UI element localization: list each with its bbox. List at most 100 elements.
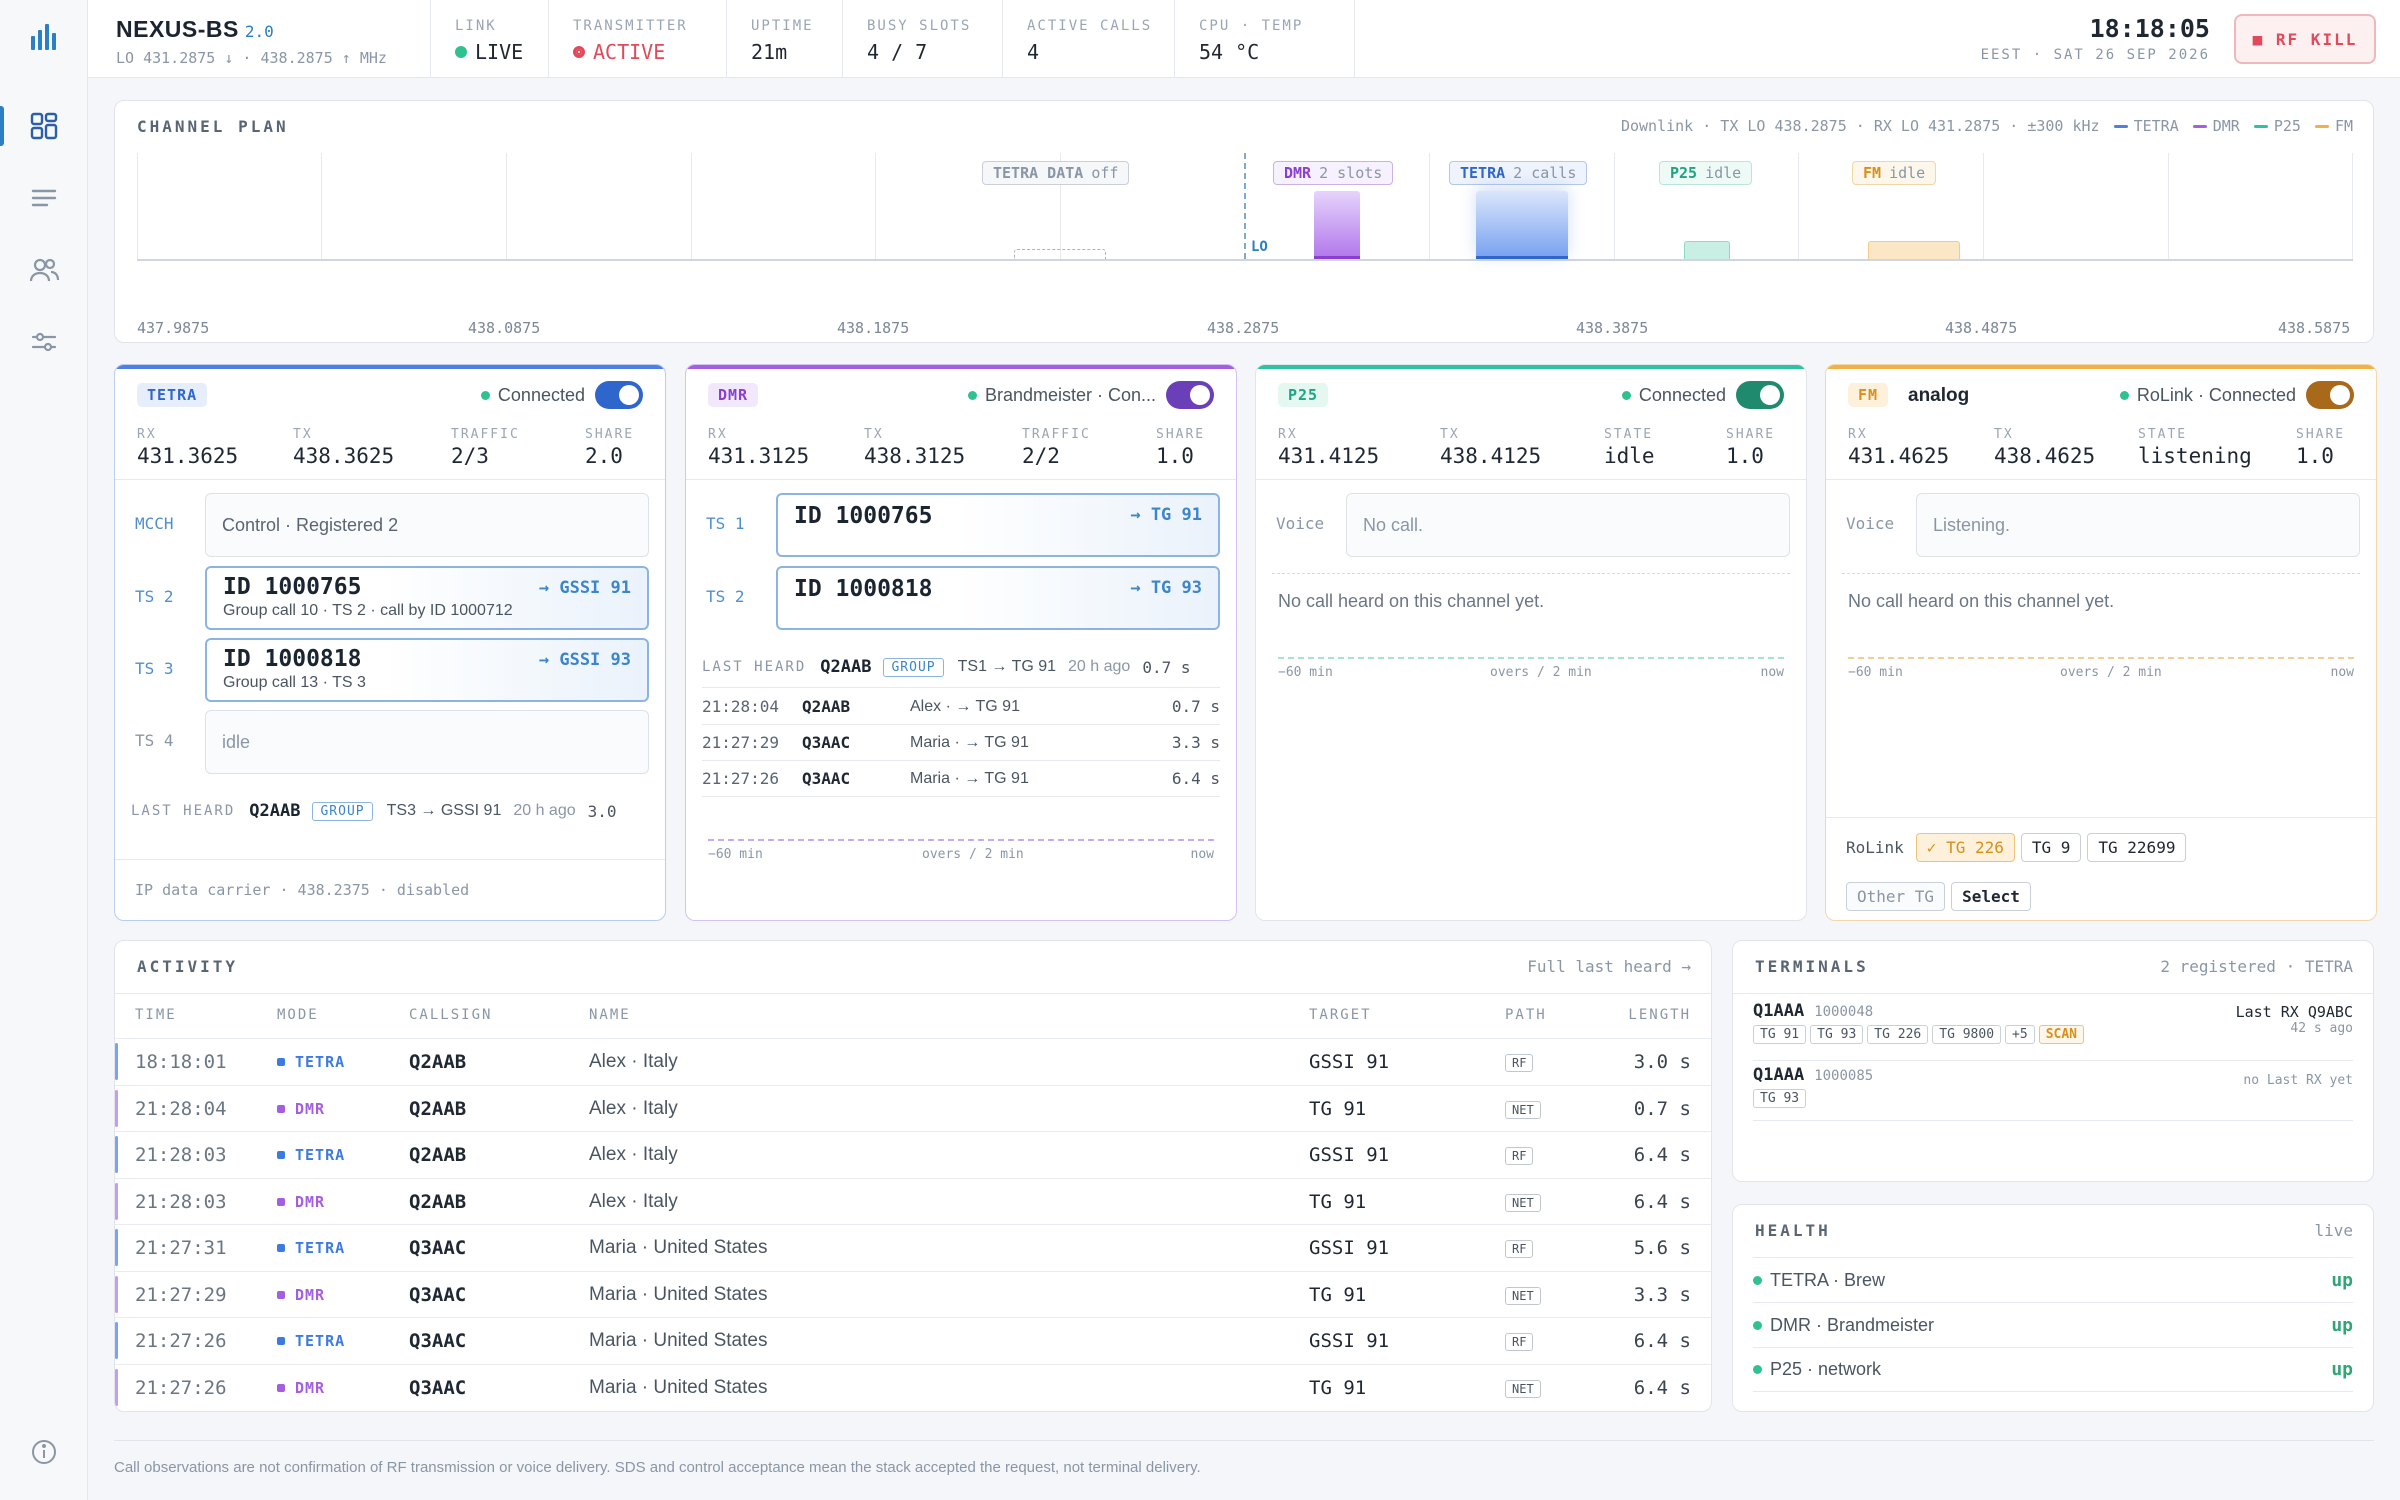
row-name: Maria · United States — [589, 1237, 768, 1258]
slot-label: TS 2 — [706, 587, 745, 606]
history-row[interactable]: 21:28:04 Q2AAB Alex · → TG 91 0.7 s — [702, 689, 1220, 725]
more-talkgroups-tag[interactable]: +5 — [2005, 1025, 2035, 1044]
terminal-row[interactable]: Q1AAA 1000048 Last RX Q9ABC 42 s ago TG 91… — [1753, 1001, 2353, 1061]
row-time: 18:18:01 — [135, 1051, 227, 1073]
kv-share: SHARE 1.0 — [2296, 427, 2345, 468]
call-target: → GSSI 93 — [538, 650, 631, 670]
column-header-time[interactable]: TIME — [135, 1007, 177, 1023]
talkgroup-chip[interactable]: TG 22699 — [2087, 833, 2187, 862]
column-header-path[interactable]: PATH — [1505, 1007, 1547, 1023]
history-row[interactable]: 21:27:29 Q3AAC Maria · → TG 91 3.3 s — [702, 725, 1220, 761]
talkgroup-chip-active[interactable]: ✓ TG 226 — [1915, 833, 2015, 862]
row-length: 3.3 s — [1633, 1283, 1691, 1306]
kv-traffic: TRAFFIC 2/2 — [1022, 427, 1091, 468]
dashboard-icon[interactable] — [28, 110, 60, 142]
row-target: GSSI 91 — [1309, 1237, 1390, 1259]
mode-accent — [1826, 365, 2376, 369]
connection-label: RoLink · Connected — [2136, 385, 2296, 405]
other-tg-input[interactable]: Other TG — [1846, 882, 1946, 911]
rf-kill-button[interactable]: ■ RF KILL — [2234, 14, 2376, 64]
channel-tag-tetra-data[interactable]: TETRA DATA off — [982, 161, 1130, 185]
channel-tag-mode: DMR — [1284, 164, 1312, 182]
connection-label: Connected — [1638, 385, 1726, 405]
call-id: ID 1000818 — [794, 576, 933, 602]
p25-enable-toggle[interactable] — [1736, 381, 1784, 409]
kv-value: 438.3625 — [293, 444, 395, 468]
activity-row[interactable]: 21:28:03 DMR Q2AAB Alex · Italy TG 91 NET 6.4 … — [115, 1177, 1711, 1224]
fm-enable-toggle[interactable] — [2306, 381, 2354, 409]
channel-tag-p25[interactable]: P25 idle — [1659, 161, 1753, 185]
bar-chart-logo-icon[interactable] — [26, 20, 62, 56]
row-callsign[interactable]: Q3AAC — [409, 1376, 467, 1399]
activity-row[interactable]: 21:27:26 TETRA Q3AAC Maria · United States G… — [115, 1317, 1711, 1363]
row-callsign[interactable]: Q3AAC — [409, 1330, 467, 1352]
select-button[interactable]: Select — [1951, 882, 2031, 911]
row-callsign[interactable]: Q3AAC — [409, 1237, 467, 1259]
talkgroup-chip[interactable]: TG 9 — [2020, 833, 2082, 862]
row-callsign[interactable]: Q2AAB — [409, 1097, 467, 1120]
tetra-enable-toggle[interactable] — [595, 381, 643, 409]
row-callsign[interactable]: Q3AAC — [409, 1283, 467, 1306]
stat-label: BUSY SLOTS — [867, 18, 972, 34]
history-row[interactable]: 21:27:26 Q3AAC Maria · → TG 91 6.4 s — [702, 761, 1220, 797]
column-header-name[interactable]: NAME — [589, 1007, 631, 1023]
column-header-callsign[interactable]: CALLSIGN — [409, 1007, 493, 1023]
lo-marker-label: LO — [1251, 239, 1268, 255]
sparkline-axis-mid: overs / 2 min — [922, 847, 1024, 862]
stat-active-calls: ACTIVE CALLS 4 — [1002, 0, 1174, 78]
activity-row[interactable]: 18:18:01 TETRA Q2AAB Alex · Italy GSSI 91 RF 3… — [115, 1038, 1711, 1084]
group-badge: GROUP — [312, 801, 373, 821]
ts2-call-box[interactable]: ID 1000765 → GSSI 91 Group call 10 · TS … — [205, 566, 649, 630]
sidebar — [0, 0, 88, 1500]
last-heard-callsign[interactable]: Q2AAB — [820, 657, 872, 677]
users-icon[interactable] — [28, 254, 60, 286]
row-path-badge: RF — [1505, 1054, 1534, 1072]
sliders-icon[interactable] — [28, 326, 60, 358]
mode-badge: TETRA — [137, 383, 208, 407]
ts1-call-box[interactable]: ID 1000765 → TG 91 — [776, 493, 1220, 557]
clock-date: EEST · SAT 26 SEP 2026 — [1980, 47, 2210, 63]
health-card: HEALTH live TETRA · Brew up DMR · Brandme… — [1732, 1204, 2374, 1412]
mode-square-icon — [277, 1151, 285, 1159]
channel-tag-dmr[interactable]: DMR 2 slots — [1273, 161, 1394, 185]
channel-tag-tetra[interactable]: TETRA 2 calls — [1449, 161, 1588, 185]
call-target: → TG 91 — [1130, 505, 1202, 525]
activity-row[interactable]: 21:27:29 DMR Q3AAC Maria · United States TG … — [115, 1270, 1711, 1317]
row-callsign[interactable]: Q2AAB — [409, 1144, 467, 1166]
column-header-length[interactable]: LENGTH — [1628, 1007, 1691, 1023]
legend-tetra: TETRA — [2113, 117, 2179, 135]
list-icon[interactable] — [28, 182, 60, 214]
activity-row[interactable]: 21:28:04 DMR Q2AAB Alex · Italy TG 91 NET 0.7 … — [115, 1084, 1711, 1131]
row-length: 6.4 s — [1633, 1144, 1691, 1166]
mode-badge: FM — [1848, 383, 1889, 407]
terminal-row[interactable]: Q1AAA 1000085 no Last RX yet TG 93 — [1753, 1065, 2353, 1121]
column-header-target[interactable]: TARGET — [1309, 1007, 1372, 1023]
info-icon[interactable] — [28, 1436, 60, 1468]
dmr-enable-toggle[interactable] — [1166, 381, 1214, 409]
mode-indicator-bar — [115, 1089, 118, 1127]
connection-status: Brandmeister · Con... — [967, 385, 1156, 406]
row-length: 0.7 s — [1633, 1097, 1691, 1120]
column-header-mode[interactable]: MODE — [277, 1007, 319, 1023]
call-target: → TG 93 — [1130, 578, 1202, 598]
row-callsign[interactable]: Q2AAB — [409, 1051, 467, 1073]
channel-plan-meta: Downlink · TX LO 438.2875 · RX LO 431.28… — [1621, 117, 2353, 135]
legend-label: P25 — [2273, 117, 2301, 135]
full-last-heard-link[interactable]: Full last heard → — [1527, 957, 1691, 976]
freq-tick: 438.5875 — [2278, 319, 2351, 337]
row-callsign[interactable]: Q2AAB — [409, 1190, 467, 1213]
channel-tag-fm[interactable]: FM idle — [1852, 161, 1937, 185]
grid-line — [1798, 153, 1799, 259]
activity-row[interactable]: 21:27:26 DMR Q3AAC Maria · United States TG … — [115, 1363, 1711, 1410]
last-heard-duration: 3.0 — [587, 801, 617, 821]
ts2-call-box[interactable]: ID 1000818 → TG 93 — [776, 566, 1220, 630]
status-dot — [967, 391, 977, 400]
lo-marker — [1244, 153, 1246, 259]
stat-value-row: LIVE — [455, 40, 548, 64]
last-heard-callsign[interactable]: Q2AAB — [249, 801, 301, 821]
ts3-call-box[interactable]: ID 1000818 → GSSI 93 Group call 13 · TS … — [205, 638, 649, 702]
activity-row[interactable]: 21:28:03 TETRA Q2AAB Alex · Italy GSSI 91 RF 6… — [115, 1131, 1711, 1177]
row-mode-label: DMR — [295, 1378, 326, 1397]
activity-row[interactable]: 21:27:31 TETRA Q3AAC Maria · United States G… — [115, 1224, 1711, 1270]
history-name: Maria · → TG 91 — [910, 769, 1029, 787]
